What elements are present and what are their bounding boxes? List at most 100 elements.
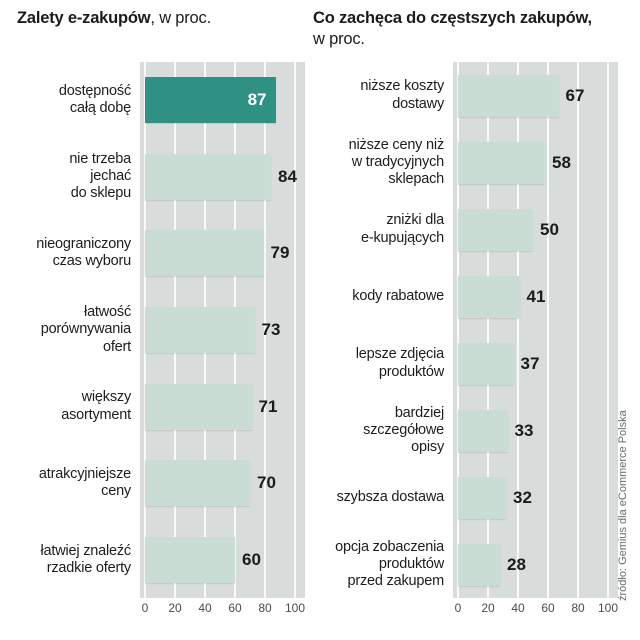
axis-tick-label: 60 [228, 601, 242, 615]
bar-row: kody rabatowe 41 [313, 263, 618, 330]
bar-zone: 70 [140, 445, 305, 522]
axis-tick-label: 40 [511, 601, 525, 615]
bar: 60 [145, 536, 261, 583]
chart-title-unit: , w proc. [150, 9, 211, 27]
bar-value: 60 [242, 549, 261, 569]
bar-label: niższe ceny niż w tradycyjnych sklepach [348, 136, 445, 188]
bar-rows: dostępność całą dobę 87 nie trzeba jechać … [0, 62, 305, 598]
bar-label: dostępność całą dobę [58, 83, 131, 117]
gridline [547, 62, 549, 598]
bar-label: zniżki dla e-kupujących [360, 212, 444, 246]
bar-row: szybsza dostawa 32 [313, 464, 618, 531]
bar: 33 [458, 409, 533, 452]
bar-zone: 50 [453, 196, 618, 263]
bar-zone: 33 [453, 397, 618, 464]
bar-value: 50 [540, 219, 559, 239]
bar: 73 [145, 307, 280, 354]
bar-value: 73 [261, 320, 281, 340]
bar: 32 [458, 476, 532, 519]
source-credit: źródło: Gemius dla eCommerce Polska [617, 410, 629, 601]
axis-tick-label: 80 [571, 601, 585, 615]
gridline [577, 62, 579, 598]
axis-tick-label: 40 [198, 601, 212, 615]
bar-label: nieograniczony czas wyboru [36, 236, 131, 270]
bar: 70 [145, 460, 276, 507]
gridline [294, 62, 296, 598]
axis-tick-label: 100 [284, 601, 306, 615]
bar-zone: 87 [140, 62, 305, 139]
axis-tick-label: 60 [541, 601, 555, 615]
bar-row: bardziej szczegółowe opisy 33 [313, 397, 618, 464]
bar-zone: 58 [453, 129, 618, 196]
bar-zone: 73 [140, 292, 305, 369]
bar-row: łatwość porównywania ofert 73 [0, 292, 305, 369]
bar-label: szybsza dostawa [336, 488, 445, 505]
bar-label: łatwość porównywania ofert [40, 304, 131, 355]
bar: 58 [458, 141, 571, 184]
gridline [264, 62, 266, 598]
x-axis: 0 20 40 60 80 100 [453, 601, 618, 615]
bar-label: bardziej szczegółowe opisy [363, 404, 444, 456]
bar: 41 [458, 275, 545, 318]
bar-row: opcja zobaczenia produktów przed zakupem… [313, 531, 618, 598]
bar-rows: niższe koszty dostawy 67 niższe ceny niż w… [313, 62, 618, 598]
bar-zone: 41 [453, 263, 618, 330]
bar-label: kody rabatowe [352, 287, 444, 304]
bar-value: 41 [526, 286, 546, 306]
bar-label: atrakcyjniejsze ceny [38, 466, 131, 500]
gridline [607, 62, 609, 598]
bar-zone: 84 [140, 139, 305, 216]
bar-zone: 71 [140, 368, 305, 445]
gridline [517, 62, 519, 598]
bar-zone: 60 [140, 521, 305, 598]
bar-value: 33 [514, 420, 534, 440]
chart-title-text: Zalety e-zakupów [17, 9, 151, 27]
chart-title: Co zachęca do częstszych zakupów, w proc. [313, 8, 611, 51]
bar-label: większy asortyment [61, 389, 131, 423]
bar-value: 84 [278, 166, 297, 186]
bar-row: lepsze zdjęcia produktów 37 [313, 330, 618, 397]
axis-tick-label: 20 [481, 601, 495, 615]
bar: 50 [458, 208, 559, 251]
bar-row: większy asortyment 71 [0, 368, 305, 445]
axis-tick-label: 20 [168, 601, 182, 615]
bar-value: 37 [520, 353, 540, 373]
bar: 84 [145, 153, 297, 200]
bar-value: 70 [257, 473, 276, 493]
bar-row: nie trzeba jechać do sklepu 84 [0, 139, 305, 216]
chart-title-unit: w proc. [313, 30, 365, 49]
bar-zone: 79 [140, 215, 305, 292]
axis-tick-label: 0 [141, 601, 149, 615]
bar-value: 67 [565, 85, 585, 105]
bar-zone: 32 [453, 464, 618, 531]
bar-zone: 37 [453, 330, 618, 397]
axis-tick-label: 80 [258, 601, 272, 615]
bar-label: łatwiej znaleźć rzadkie oferty [40, 542, 132, 576]
bar: 79 [145, 230, 289, 277]
axis-tick-label: 100 [597, 601, 619, 615]
chart-title: Zalety e-zakupów, w proc. [17, 8, 315, 29]
bar-value: 71 [258, 396, 278, 416]
bar-value: 79 [270, 243, 290, 263]
bar-row: atrakcyjniejsze ceny 70 [0, 445, 305, 522]
bar-label: lepsze zdjęcia produktów [355, 346, 444, 380]
gridline [487, 62, 489, 598]
axis-tick-label: 0 [454, 601, 462, 615]
bar-row: zniżki dla e-kupujących 50 [313, 196, 618, 263]
chart-encouragements: Co zachęca do częstszych zakupów, w proc.… [313, 0, 625, 640]
bar-value: 87 [247, 90, 267, 110]
bar-label: niższe koszty dostawy [360, 78, 444, 112]
bar-value: 32 [513, 487, 532, 507]
bar: 37 [458, 342, 539, 385]
bar-label: nie trzeba jechać do sklepu [69, 151, 131, 202]
bar: 87 [145, 77, 276, 124]
x-axis: 0 20 40 60 80 100 [140, 601, 305, 615]
bar-value: 58 [552, 152, 571, 172]
bar: 28 [458, 543, 526, 586]
bar-row: łatwiej znaleźć rzadkie oferty 60 [0, 521, 305, 598]
bar-row: dostępność całą dobę 87 [0, 62, 305, 139]
bar-value: 28 [507, 554, 526, 574]
bar-zone: 67 [453, 62, 618, 129]
bar-row: nieograniczony czas wyboru 79 [0, 215, 305, 292]
